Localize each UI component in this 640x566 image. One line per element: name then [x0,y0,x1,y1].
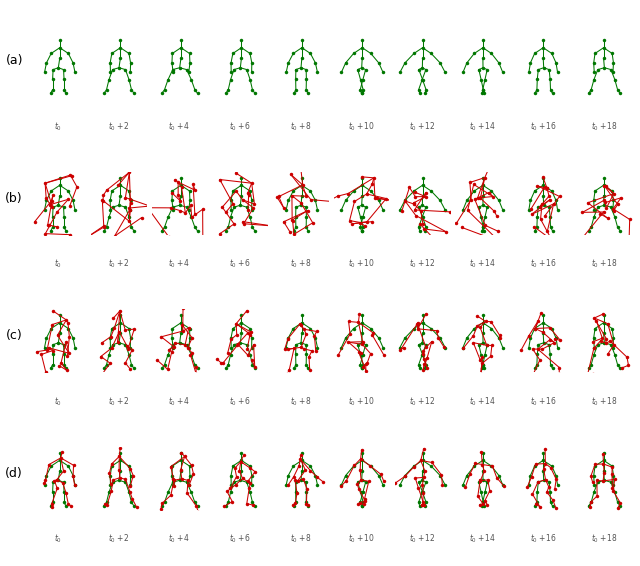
Text: $t_0+8$: $t_0+8$ [290,258,312,271]
Text: $t_0+14$: $t_0+14$ [469,258,497,271]
Text: $t_0+8$: $t_0+8$ [290,121,312,133]
Text: $t_0+16$: $t_0+16$ [530,533,557,546]
Text: $t_0+6$: $t_0+6$ [229,533,252,546]
Text: $t_0+10$: $t_0+10$ [348,121,375,133]
Text: $t_0+12$: $t_0+12$ [409,121,436,133]
Text: $t_0+16$: $t_0+16$ [530,258,557,271]
Text: $t_0+18$: $t_0+18$ [591,396,618,408]
Text: $t_0+14$: $t_0+14$ [469,533,497,546]
Text: $t_0$: $t_0$ [54,533,62,546]
Text: $t_0+16$: $t_0+16$ [530,396,557,408]
Text: $t_0+18$: $t_0+18$ [591,258,618,271]
Text: $t_0+2$: $t_0+2$ [108,258,130,271]
Text: $t_0+18$: $t_0+18$ [591,533,618,546]
Text: $t_0$: $t_0$ [54,396,62,408]
Text: $t_0+18$: $t_0+18$ [591,121,618,133]
Text: $t_0$: $t_0$ [54,121,62,133]
Text: $t_0+12$: $t_0+12$ [409,258,436,271]
Text: $t_0+16$: $t_0+16$ [530,121,557,133]
Text: (b): (b) [5,192,23,205]
Text: $t_0+6$: $t_0+6$ [229,396,252,408]
Text: (a): (a) [6,54,23,67]
Text: $t_0+14$: $t_0+14$ [469,396,497,408]
Text: $t_0+14$: $t_0+14$ [469,121,497,133]
Text: $t_0+6$: $t_0+6$ [229,258,252,271]
Text: $t_0+10$: $t_0+10$ [348,533,375,546]
Text: $t_0+10$: $t_0+10$ [348,258,375,271]
Text: $t_0+2$: $t_0+2$ [108,396,130,408]
Text: $t_0+4$: $t_0+4$ [168,396,191,408]
Text: $t_0+4$: $t_0+4$ [168,533,191,546]
Text: $t_0+8$: $t_0+8$ [290,396,312,408]
Text: (c): (c) [6,329,23,342]
Text: $t_0+2$: $t_0+2$ [108,121,130,133]
Text: $t_0$: $t_0$ [54,258,62,271]
Text: $t_0+8$: $t_0+8$ [290,533,312,546]
Text: $t_0+12$: $t_0+12$ [409,396,436,408]
Text: $t_0+12$: $t_0+12$ [409,533,436,546]
Text: $t_0+2$: $t_0+2$ [108,533,130,546]
Text: $t_0+4$: $t_0+4$ [168,121,191,133]
Text: (d): (d) [5,467,23,480]
Text: $t_0+10$: $t_0+10$ [348,396,375,408]
Text: $t_0+4$: $t_0+4$ [168,258,191,271]
Text: $t_0+6$: $t_0+6$ [229,121,252,133]
